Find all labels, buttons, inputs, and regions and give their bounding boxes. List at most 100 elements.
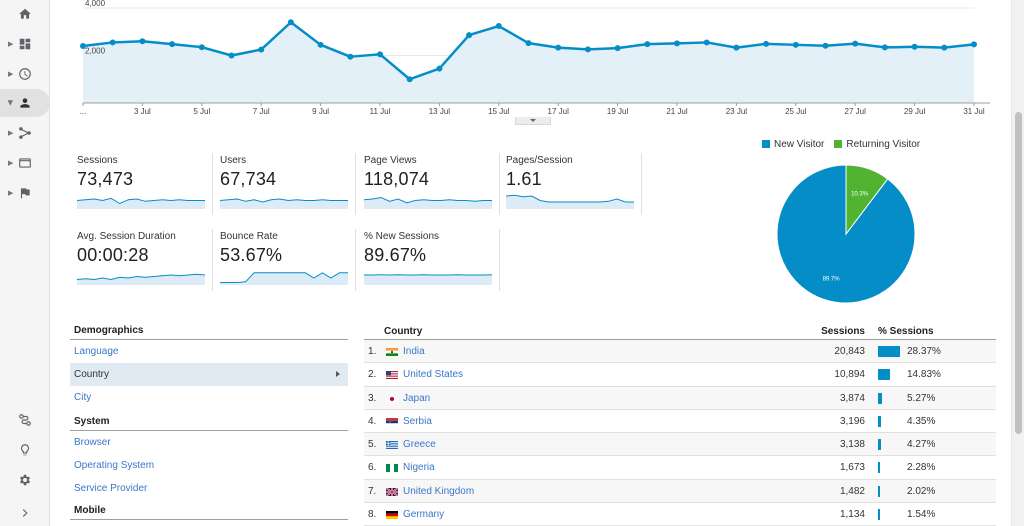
- metric-label: Bounce Rate: [220, 231, 278, 242]
- data-point[interactable]: [525, 40, 532, 47]
- chevron-down-icon: [530, 119, 536, 122]
- data-point[interactable]: [317, 41, 324, 48]
- sessions-pct: 4.27%: [907, 439, 936, 451]
- country-link[interactable]: Nigeria: [403, 462, 435, 474]
- data-point[interactable]: [584, 46, 591, 53]
- usa-flag-icon: [386, 371, 398, 380]
- data-point[interactable]: [703, 39, 710, 46]
- settings-gear-icon: [19, 474, 31, 486]
- legend-item-new-visitor[interactable]: New Visitor: [762, 139, 824, 150]
- metric-value: 67,734: [220, 169, 277, 189]
- data-point[interactable]: [109, 39, 116, 46]
- discover-bulb-icon: [20, 444, 30, 456]
- mobile-header: Mobile: [70, 502, 348, 520]
- sessions-value: 20,843: [834, 346, 865, 357]
- data-point[interactable]: [555, 44, 562, 51]
- legend-item-returning-visitor[interactable]: Returning Visitor: [834, 139, 920, 150]
- sessions-pct: 2.28%: [907, 462, 936, 474]
- metric-card[interactable]: Pages/Session 1.61: [500, 153, 642, 215]
- demographics-item-city[interactable]: City: [74, 392, 92, 403]
- row-rank: 4.: [368, 415, 377, 427]
- nav-attribution[interactable]: [0, 406, 50, 434]
- data-point[interactable]: [614, 45, 621, 52]
- sessions-share-bar: [878, 509, 880, 521]
- data-point[interactable]: [347, 53, 354, 60]
- metric-card[interactable]: Avg. Session Duration 00:00:28: [71, 229, 213, 291]
- uk-flag-icon: [386, 487, 398, 496]
- metric-card[interactable]: Users 67,734: [214, 153, 356, 215]
- country-link[interactable]: India: [403, 346, 425, 357]
- country-table: Country Sessions % Sessions 1. India 20,84…: [364, 322, 996, 526]
- nav-acquisition[interactable]: ▶: [0, 119, 50, 147]
- x-tick-label: 19 Jul: [607, 107, 629, 116]
- data-point[interactable]: [792, 41, 799, 48]
- system-item-os[interactable]: Operating System: [74, 460, 155, 471]
- data-point[interactable]: [852, 40, 859, 47]
- data-point[interactable]: [881, 44, 888, 51]
- nav-admin[interactable]: [0, 466, 50, 494]
- data-point[interactable]: [733, 44, 740, 51]
- country-link[interactable]: Japan: [403, 392, 431, 404]
- data-point[interactable]: [674, 40, 680, 47]
- metric-label: Users: [220, 155, 247, 166]
- row-rank: 6.: [368, 462, 377, 474]
- demographics-item-country[interactable]: Country: [70, 363, 348, 386]
- data-point[interactable]: [466, 32, 473, 39]
- system-item-browser[interactable]: Browser: [74, 437, 111, 448]
- country-link[interactable]: Germany: [403, 509, 445, 521]
- vertical-scrollbar[interactable]: [1011, 0, 1024, 526]
- country-link[interactable]: United States: [403, 369, 464, 381]
- nav-audience[interactable]: ▶: [0, 89, 50, 117]
- demographics-item-label: Country: [74, 369, 110, 380]
- data-point[interactable]: [287, 19, 294, 26]
- data-point[interactable]: [822, 42, 829, 49]
- nigeria-flag-icon: [386, 464, 398, 473]
- metric-label: Pages/Session: [506, 155, 573, 166]
- nav-home[interactable]: [0, 0, 50, 28]
- sessions-share-bar: [878, 462, 880, 474]
- y-tick-label: 2,000: [85, 47, 106, 56]
- data-point[interactable]: [406, 76, 413, 83]
- system-item-provider[interactable]: Service Provider: [74, 483, 148, 494]
- metric-label: Page Views: [364, 155, 417, 166]
- column-header-country[interactable]: Country: [384, 326, 423, 337]
- data-point[interactable]: [495, 23, 502, 30]
- country-link[interactable]: Greece: [403, 439, 436, 451]
- nav-realtime[interactable]: ▶: [0, 60, 50, 88]
- metric-value: 53.67%: [220, 245, 283, 265]
- row-rank: 5.: [368, 439, 377, 451]
- data-point[interactable]: [941, 44, 948, 51]
- nav-discover[interactable]: [0, 436, 50, 464]
- nav-customization[interactable]: ▶: [0, 30, 50, 58]
- column-header-pct-sessions[interactable]: % Sessions: [878, 326, 934, 337]
- metric-card[interactable]: Page Views 118,074: [358, 153, 500, 215]
- scrollbar-thumb[interactable]: [1015, 112, 1022, 434]
- data-point[interactable]: [763, 40, 770, 47]
- chart-collapse-toggle[interactable]: [515, 117, 551, 125]
- country-link[interactable]: United Kingdom: [403, 485, 475, 497]
- nav-expand[interactable]: [0, 499, 50, 526]
- data-point[interactable]: [258, 46, 265, 53]
- greece-flag-icon: [386, 441, 398, 450]
- data-point[interactable]: [436, 65, 443, 72]
- nav-behavior[interactable]: ▶: [0, 149, 50, 177]
- data-point[interactable]: [80, 43, 86, 49]
- nav-conversions[interactable]: ▶: [0, 179, 50, 207]
- data-point[interactable]: [971, 41, 977, 48]
- pie-slice-returning-visitor[interactable]: [845, 164, 889, 236]
- data-point[interactable]: [377, 51, 383, 58]
- data-point[interactable]: [139, 38, 146, 45]
- metric-card[interactable]: Sessions 73,473: [71, 153, 213, 215]
- data-point[interactable]: [228, 52, 235, 59]
- metric-card[interactable]: % New Sessions 89.67%: [358, 229, 500, 291]
- data-point[interactable]: [911, 43, 918, 50]
- country-link[interactable]: Serbia: [403, 415, 432, 427]
- x-tick-label: 25 Jul: [785, 107, 807, 116]
- data-point[interactable]: [644, 41, 651, 48]
- column-header-sessions[interactable]: Sessions: [821, 326, 865, 337]
- data-point[interactable]: [169, 41, 176, 48]
- demographics-item-language[interactable]: Language: [74, 346, 119, 357]
- sparkline-line: [77, 273, 205, 281]
- metric-card[interactable]: Bounce Rate 53.67%: [214, 229, 356, 291]
- data-point[interactable]: [198, 44, 205, 51]
